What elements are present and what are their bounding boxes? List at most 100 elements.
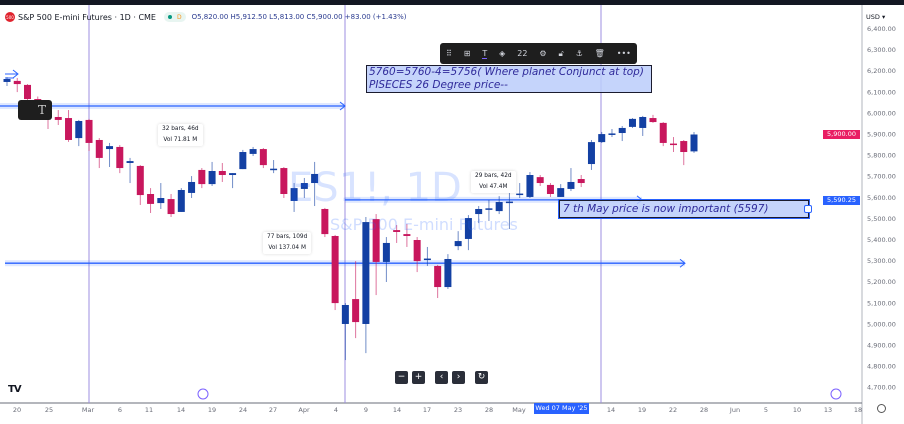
candle-body: [505, 201, 513, 204]
candle-body: [393, 230, 401, 232]
candle-body: [546, 184, 554, 195]
candle-body: [628, 118, 636, 127]
measure-bars: 32 bars, 46d: [162, 126, 199, 132]
candle-body: [106, 146, 114, 150]
measure-volume: Vol 47.4M: [479, 184, 508, 190]
candle-body: [372, 219, 380, 262]
arrow-marker-icon: [5, 69, 19, 79]
candle-body: [587, 142, 595, 165]
candle-body: [567, 181, 575, 189]
settings-icon[interactable]: ⚙: [539, 49, 547, 58]
trash-icon[interactable]: 🗑︎: [594, 49, 605, 58]
candle-body: [495, 202, 503, 212]
axis-settings-icon[interactable]: [877, 404, 886, 413]
planet-note-textbox[interactable]: 5760=5760-4=5756( Where planet Conjunct …: [366, 65, 652, 93]
tradingview-logo[interactable]: TV: [8, 384, 22, 395]
price-tick-label: 6,200.00: [867, 67, 896, 75]
time-tick-label: Apr: [298, 406, 310, 414]
delayed-badge: D: [176, 13, 182, 21]
line-price-tag: 5,590.25: [823, 196, 860, 205]
drawing-toolbar: ⠿ ⊞ T ◈ 22 ⚙ 🔓︎ ⚓︎ 🗑︎ •••: [440, 43, 637, 64]
jump-to-marker-icon: [830, 388, 842, 400]
time-tick-label: 11: [145, 406, 153, 414]
zoom-in-button[interactable]: +: [412, 371, 425, 384]
price-tick-label: 5,100.00: [867, 299, 896, 307]
candle-body: [229, 173, 237, 176]
more-icon[interactable]: •••: [616, 49, 631, 58]
measure-volume: Vol 71.81 M: [163, 137, 198, 143]
candle-body: [598, 134, 606, 143]
anchor-icon[interactable]: ⚓︎: [575, 49, 583, 58]
price-tick-label: 5,000.00: [867, 320, 896, 328]
candle-body: [3, 79, 11, 82]
time-tick-label: May: [512, 406, 526, 414]
may7-note-textbox[interactable]: 7 th May price is now important (5597): [558, 199, 810, 219]
time-tick-label: 19: [638, 406, 646, 414]
currency-selector[interactable]: USD ▾: [866, 13, 886, 21]
time-tick-label: 6: [118, 406, 122, 414]
market-open-dot-icon: [167, 15, 172, 19]
price-tick-label: 6,000.00: [867, 109, 896, 117]
measure-bars: 29 bars, 42d: [475, 173, 512, 179]
candle-body: [680, 141, 688, 153]
measure-bars: 77 bars, 109d: [267, 234, 308, 240]
scroll-right-button[interactable]: ›: [452, 371, 465, 384]
candle-body: [13, 80, 21, 85]
time-tick-label: 5: [764, 406, 768, 414]
zoom-out-button[interactable]: −: [395, 371, 408, 384]
line-resize-handle[interactable]: [804, 205, 812, 213]
price-tick-label: 5,200.00: [867, 278, 896, 286]
time-tick-label: 13: [824, 406, 832, 414]
time-tick-label: 14: [177, 406, 185, 414]
market-status-badge[interactable]: D: [163, 12, 186, 22]
top-bar: [0, 0, 904, 5]
candle-body: [618, 127, 626, 134]
drag-handle-icon[interactable]: ⠿: [445, 49, 452, 58]
candle-body: [65, 118, 73, 140]
candle-body: [669, 143, 677, 146]
candle-body: [362, 222, 370, 324]
lock-icon[interactable]: 🔓︎: [558, 48, 564, 58]
candle-body: [639, 116, 647, 128]
candle-body: [454, 241, 462, 247]
price-tick-label: 4,700.00: [867, 384, 896, 392]
candle-body: [85, 119, 93, 143]
text-tool-floating-button[interactable]: T: [18, 100, 52, 120]
watermark-symbol: ES1!, 1D: [288, 165, 462, 211]
candle-body: [577, 179, 585, 184]
scroll-left-button[interactable]: ‹: [435, 371, 448, 384]
font-size-button[interactable]: 22: [517, 49, 528, 58]
candle-body: [321, 208, 329, 235]
candle-body: [136, 165, 144, 196]
candle-body: [157, 198, 165, 204]
time-tick-label: 9: [364, 406, 368, 414]
candle-body: [403, 234, 411, 236]
watermark-name: S&P 500 E-mini Futures: [330, 215, 518, 234]
symbol-title[interactable]: S&P 500 E-mini Futures · 1D · CME: [18, 12, 156, 22]
fill-icon[interactable]: ◈: [499, 49, 506, 58]
template-icon[interactable]: ⊞: [463, 49, 471, 58]
last-price-tag: 5,900.00: [823, 130, 860, 139]
candle-body: [475, 208, 483, 215]
candle-body: [413, 240, 421, 262]
ray-arrow-icon: [679, 258, 686, 268]
candle-body: [188, 181, 196, 193]
candle-body: [516, 193, 524, 196]
time-tick-label: 23: [454, 406, 462, 414]
price-tick-label: 5,500.00: [867, 215, 896, 223]
price-tick-label: 6,400.00: [867, 25, 896, 33]
time-tick-label: 14: [393, 406, 401, 414]
price-tick-label: 5,400.00: [867, 236, 896, 244]
price-tick-label: 5,300.00: [867, 257, 896, 265]
time-tick-label: 24: [239, 406, 247, 414]
time-tick-label: 14: [607, 406, 615, 414]
candle-body: [485, 208, 493, 210]
reset-chart-button[interactable]: ↻: [475, 371, 488, 384]
text-icon[interactable]: T: [482, 48, 488, 59]
candle-body: [95, 139, 103, 158]
candle-body: [147, 194, 155, 204]
time-tick-label: Jun: [729, 406, 740, 414]
price-tick-label: 5,800.00: [867, 152, 896, 160]
symbol-header: 500 S&P 500 E-mini Futures · 1D · CME D …: [5, 10, 406, 24]
